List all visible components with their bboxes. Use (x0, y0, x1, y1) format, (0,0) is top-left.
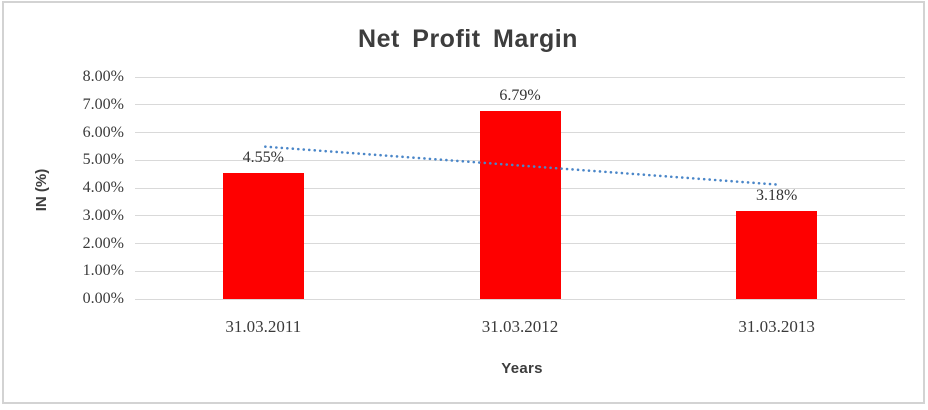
gridline (135, 104, 905, 106)
x-tick-label: 31.03.2012 (481, 317, 559, 336)
y-tick-label: 4.00% (82, 179, 124, 196)
data-label: 6.79% (499, 86, 541, 104)
y-tick-label: 5.00% (82, 151, 124, 169)
y-tick-label: 0.00% (82, 290, 124, 307)
y-axis-title: IN (%) (33, 168, 50, 212)
y-tick-label: 6.00% (82, 123, 124, 141)
x-tick-label: 31.03.2013 (738, 317, 815, 336)
chart-frame: Net Profit Margin 0.00% 1.00% 2.00% 3.00% 4.… (2, 1, 925, 404)
gridline (135, 76, 905, 78)
y-tick-label: 3.00% (82, 206, 124, 224)
bar (736, 210, 818, 299)
bar (479, 110, 561, 299)
y-tick-label: 7.00% (82, 95, 124, 113)
y-tick-label: 8.00% (82, 68, 124, 85)
x-tick-label: 31.03.2011 (225, 317, 302, 336)
y-tick-label: 2.00% (82, 234, 124, 252)
data-label: 3.18% (755, 186, 798, 204)
x-axis-title: Years (501, 360, 543, 377)
gridline (135, 298, 905, 300)
chart-title: Net Profit Margin (358, 25, 578, 53)
data-label: 4.55% (242, 148, 284, 166)
trendline-layer (264, 145, 780, 186)
bar (222, 172, 304, 299)
y-tick-label: 1.00% (82, 262, 124, 280)
